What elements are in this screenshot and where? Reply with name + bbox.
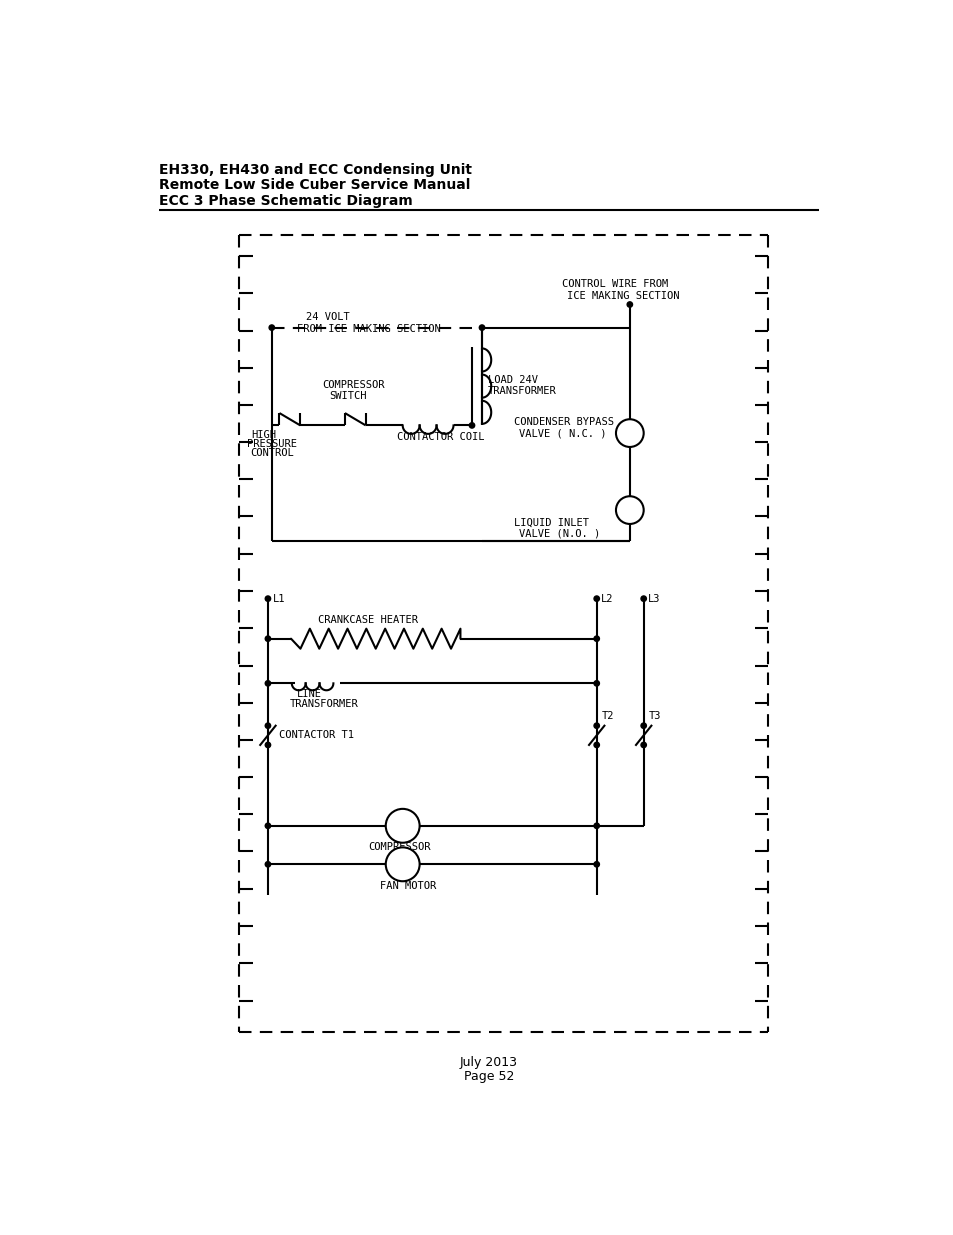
Text: VALVE ( N.C. ): VALVE ( N.C. ) [518, 429, 606, 438]
Text: FAN MOTOR: FAN MOTOR [379, 881, 436, 890]
Circle shape [265, 680, 271, 687]
Circle shape [265, 636, 271, 641]
Circle shape [640, 597, 646, 601]
Text: CRANKCASE HEATER: CRANKCASE HEATER [317, 615, 417, 625]
Text: COMPRESSOR: COMPRESSOR [321, 380, 384, 390]
Text: TRANSFORMER: TRANSFORMER [488, 385, 557, 395]
Circle shape [469, 422, 475, 429]
Text: COMPRESSOR: COMPRESSOR [368, 842, 430, 852]
Circle shape [640, 722, 646, 729]
Text: CONTACTOR COIL: CONTACTOR COIL [396, 432, 484, 442]
Text: CONDENSER BYPASS: CONDENSER BYPASS [514, 416, 614, 426]
Text: EH330, EH430 and ECC Condensing Unit: EH330, EH430 and ECC Condensing Unit [158, 163, 471, 177]
Text: CONTROL: CONTROL [250, 448, 294, 458]
Circle shape [269, 325, 274, 330]
Circle shape [626, 301, 632, 308]
Text: TRANSFORMER: TRANSFORMER [289, 699, 358, 709]
Text: L3: L3 [648, 594, 660, 604]
Circle shape [265, 722, 271, 729]
Text: L1: L1 [273, 594, 285, 604]
Circle shape [594, 680, 598, 687]
Circle shape [594, 722, 598, 729]
Circle shape [594, 823, 598, 829]
Text: LIQUID INLET: LIQUID INLET [514, 517, 589, 527]
Circle shape [594, 742, 598, 747]
Circle shape [265, 823, 271, 829]
Text: CONTACTOR T1: CONTACTOR T1 [279, 730, 355, 740]
Circle shape [594, 636, 598, 641]
Text: FROM ICE MAKING SECTION: FROM ICE MAKING SECTION [297, 324, 440, 335]
Text: PRESSURE: PRESSURE [247, 438, 296, 448]
Circle shape [265, 742, 271, 747]
Circle shape [265, 597, 271, 601]
Text: 24 VOLT: 24 VOLT [306, 311, 350, 322]
Circle shape [385, 809, 419, 842]
Circle shape [616, 496, 643, 524]
Circle shape [640, 742, 646, 747]
Circle shape [478, 325, 484, 330]
Text: Page 52: Page 52 [463, 1070, 514, 1083]
Text: ICE MAKING SECTION: ICE MAKING SECTION [566, 291, 679, 301]
Text: July 2013: July 2013 [459, 1056, 517, 1070]
Text: ECC 3 Phase Schematic Diagram: ECC 3 Phase Schematic Diagram [158, 194, 412, 207]
Circle shape [594, 597, 598, 601]
Text: Remote Low Side Cuber Service Manual: Remote Low Side Cuber Service Manual [158, 178, 470, 193]
Text: VALVE (N.O. ): VALVE (N.O. ) [518, 529, 599, 538]
Text: LINE: LINE [297, 689, 322, 699]
Text: L2: L2 [600, 594, 613, 604]
Text: CONTROL WIRE FROM: CONTROL WIRE FROM [561, 279, 668, 289]
Circle shape [594, 862, 598, 867]
Circle shape [616, 419, 643, 447]
Circle shape [385, 847, 419, 882]
Text: T2: T2 [600, 711, 613, 721]
Circle shape [265, 862, 271, 867]
Text: SWITCH: SWITCH [329, 391, 366, 401]
Text: HIGH: HIGH [251, 430, 275, 440]
Text: LOAD 24V: LOAD 24V [488, 375, 537, 385]
Text: T3: T3 [648, 711, 660, 721]
